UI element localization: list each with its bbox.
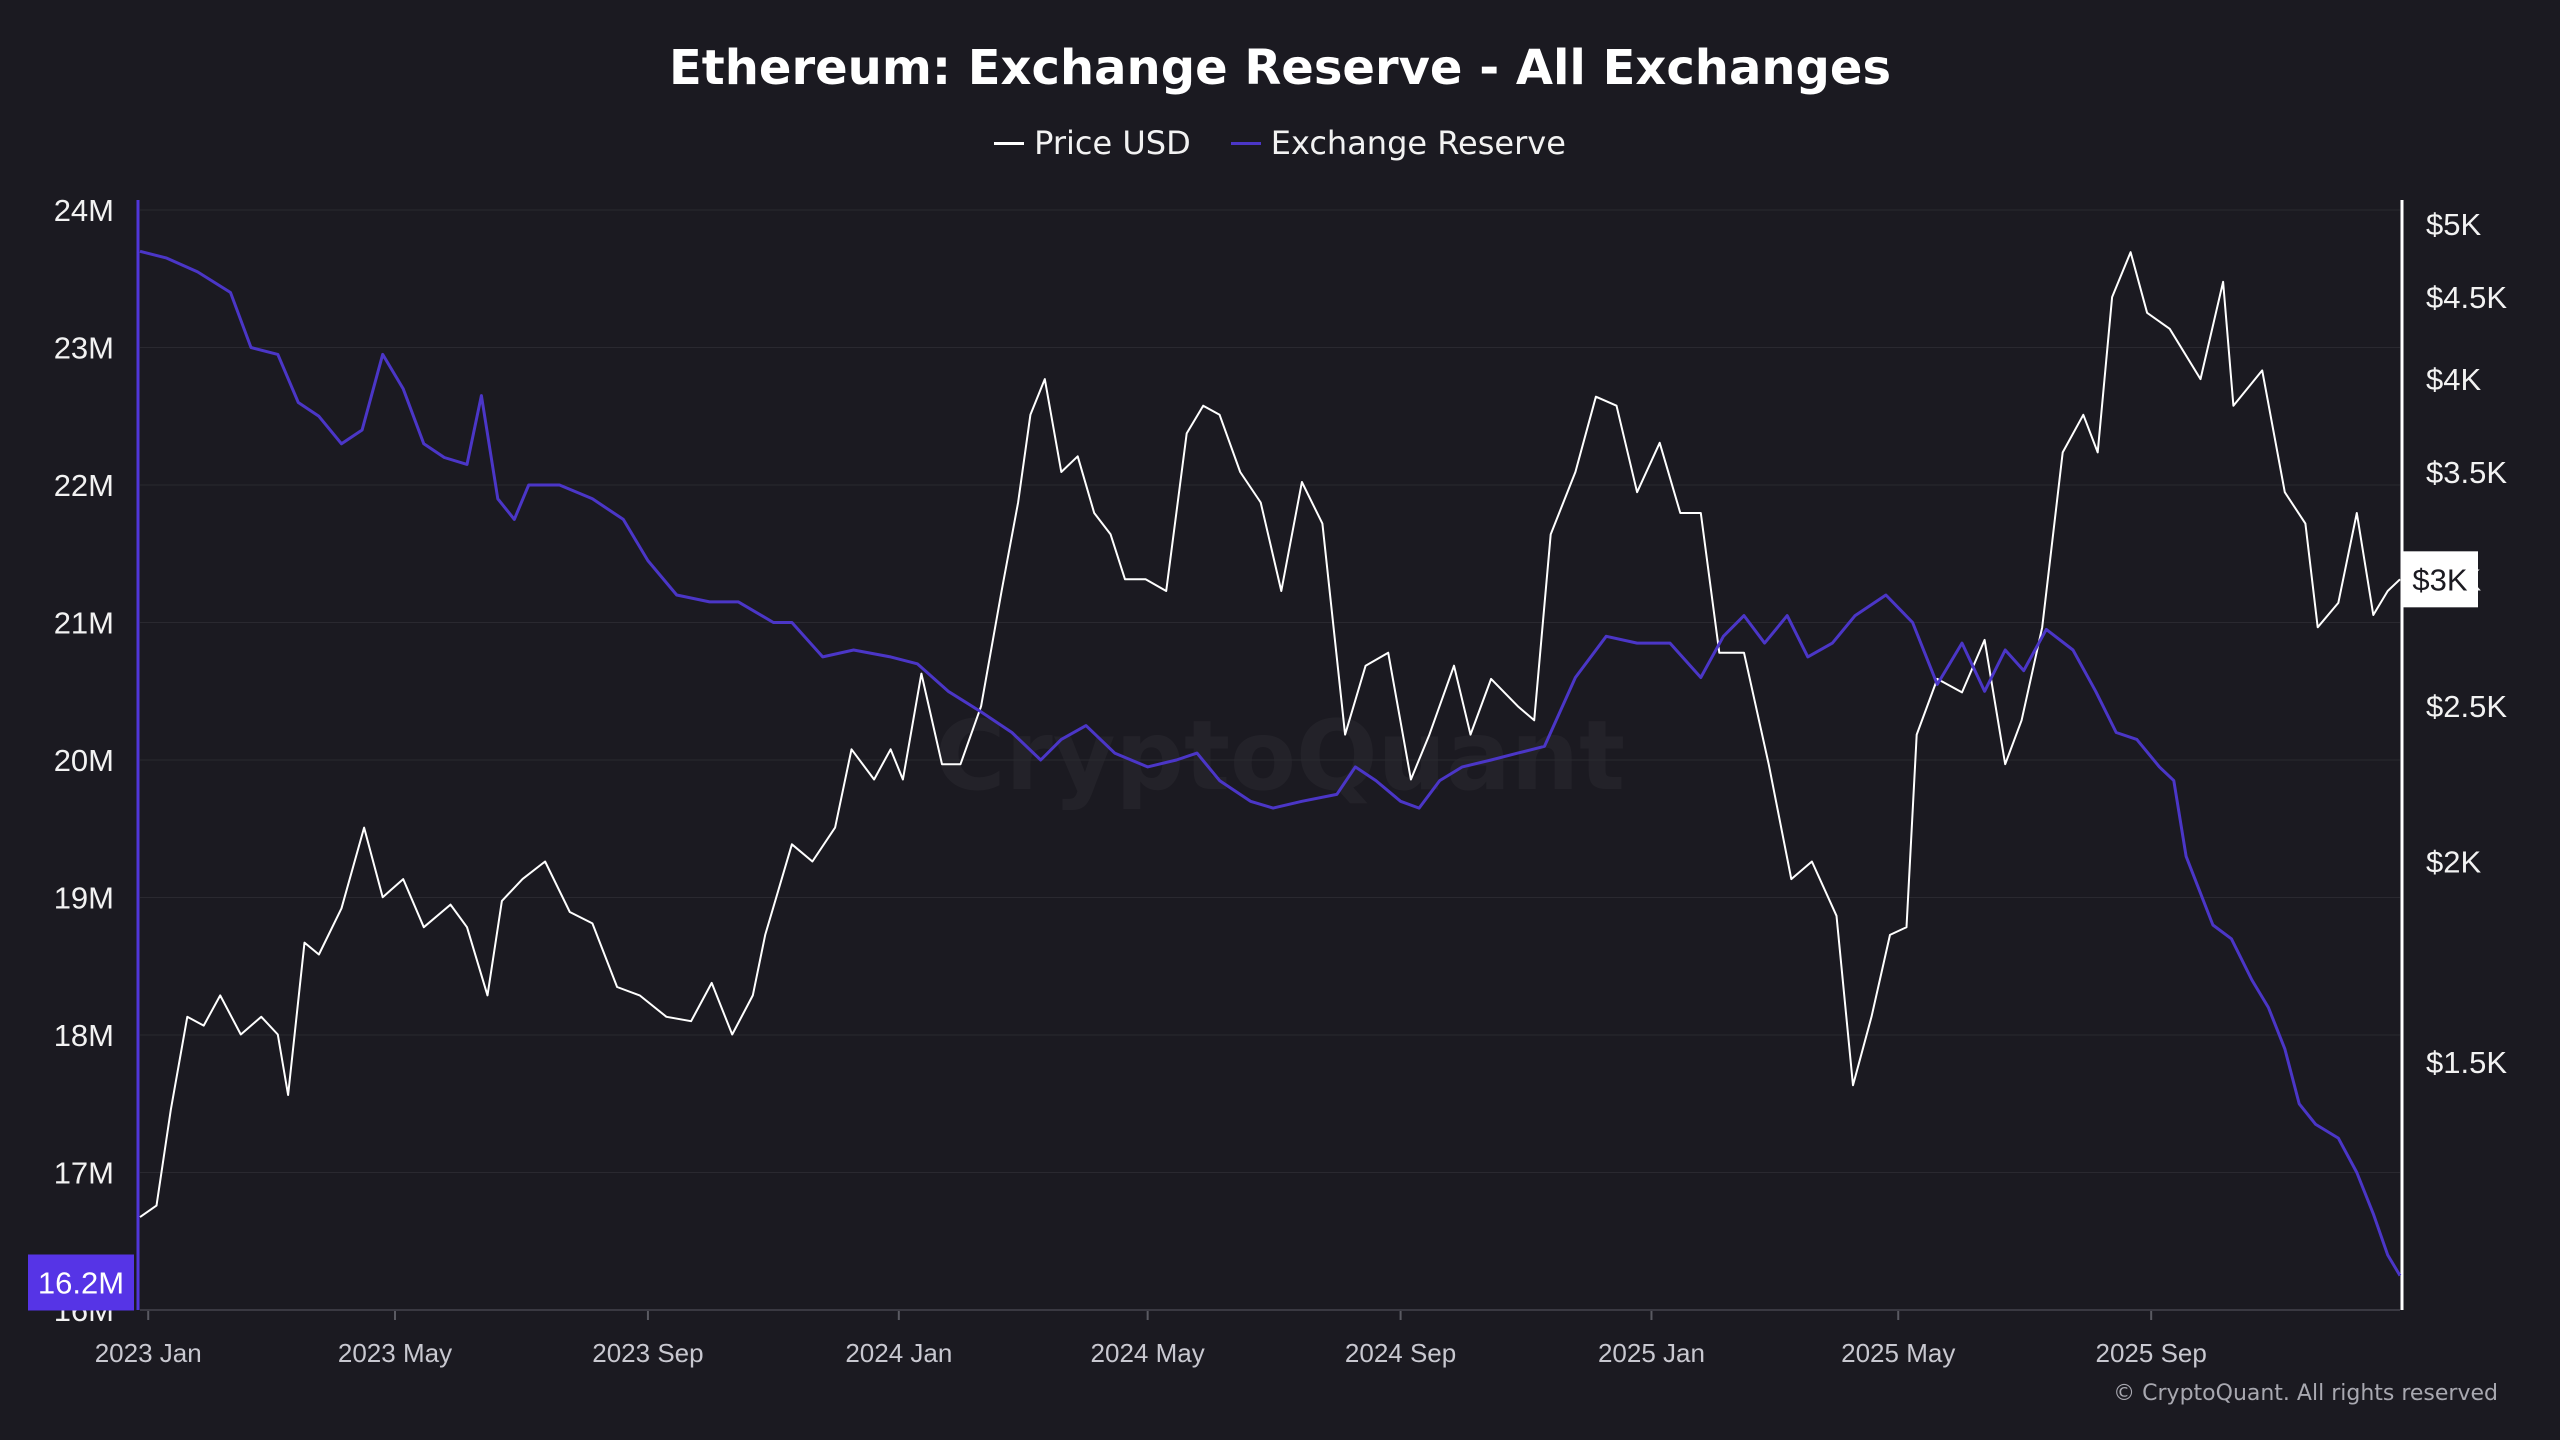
legend-label-price: Price USD bbox=[1034, 124, 1191, 162]
y-left-tick-label: 18M bbox=[54, 1018, 114, 1053]
x-tick-label: 2025 Jan bbox=[1598, 1338, 1705, 1368]
current-reserve-label: 16.2M bbox=[38, 1266, 124, 1301]
x-tick-label: 2025 May bbox=[1841, 1338, 1955, 1368]
current-price-label: $3K bbox=[2412, 562, 2467, 597]
y-right-tick-label: $5K bbox=[2426, 207, 2481, 242]
legend-swatch-price bbox=[994, 141, 1025, 145]
y-left-tick-label: 17M bbox=[54, 1156, 114, 1191]
y-right-tick-label: $4K bbox=[2426, 362, 2481, 397]
y-right-tick-label: $4.5K bbox=[2426, 280, 2507, 315]
y-right-tick-label: $1.5K bbox=[2426, 1045, 2507, 1080]
x-tick-label: 2023 May bbox=[338, 1338, 452, 1368]
legend-item-reserve[interactable]: Exchange Reserve bbox=[1230, 124, 1566, 162]
current-reserve-badge bbox=[28, 1254, 134, 1311]
y-left-tick-label: 19M bbox=[54, 881, 114, 916]
legend: Price USD Exchange Reserve bbox=[0, 124, 2560, 162]
y-left-tick-label: 21M bbox=[54, 606, 114, 641]
x-tick-label: 2024 May bbox=[1091, 1338, 1205, 1368]
x-tick-label: 2024 Jan bbox=[845, 1338, 952, 1368]
current-price-badge bbox=[2402, 551, 2478, 608]
chart-title: Ethereum: Exchange Reserve - All Exchang… bbox=[668, 40, 1892, 96]
y-left-tick-label: 22M bbox=[54, 468, 114, 503]
x-tick-label: 2024 Sep bbox=[1345, 1338, 1456, 1368]
y-left-tick-label: 24M bbox=[54, 193, 114, 228]
legend-swatch-reserve bbox=[1230, 141, 1261, 145]
x-tick-label: 2023 Sep bbox=[592, 1338, 703, 1368]
y-left-tick-label: 23M bbox=[54, 331, 114, 366]
y-left-tick-label: 20M bbox=[54, 743, 114, 778]
x-tick-label: 2025 Sep bbox=[2096, 1338, 2207, 1368]
copyright-notice: © CryptoQuant. All rights reserved bbox=[2113, 1381, 2498, 1406]
legend-label-reserve: Exchange Reserve bbox=[1270, 124, 1566, 162]
series-line-price bbox=[139, 251, 2401, 1218]
y-right-tick-label: $3.5K bbox=[2426, 455, 2507, 490]
y-right-tick-label: $2K bbox=[2426, 845, 2481, 880]
x-tick-label: 2023 Jan bbox=[95, 1338, 202, 1368]
series-line-reserve bbox=[139, 249, 2402, 1277]
legend-item-price[interactable]: Price USD bbox=[994, 124, 1191, 162]
y-right-tick-label: $2.5K bbox=[2426, 689, 2507, 724]
